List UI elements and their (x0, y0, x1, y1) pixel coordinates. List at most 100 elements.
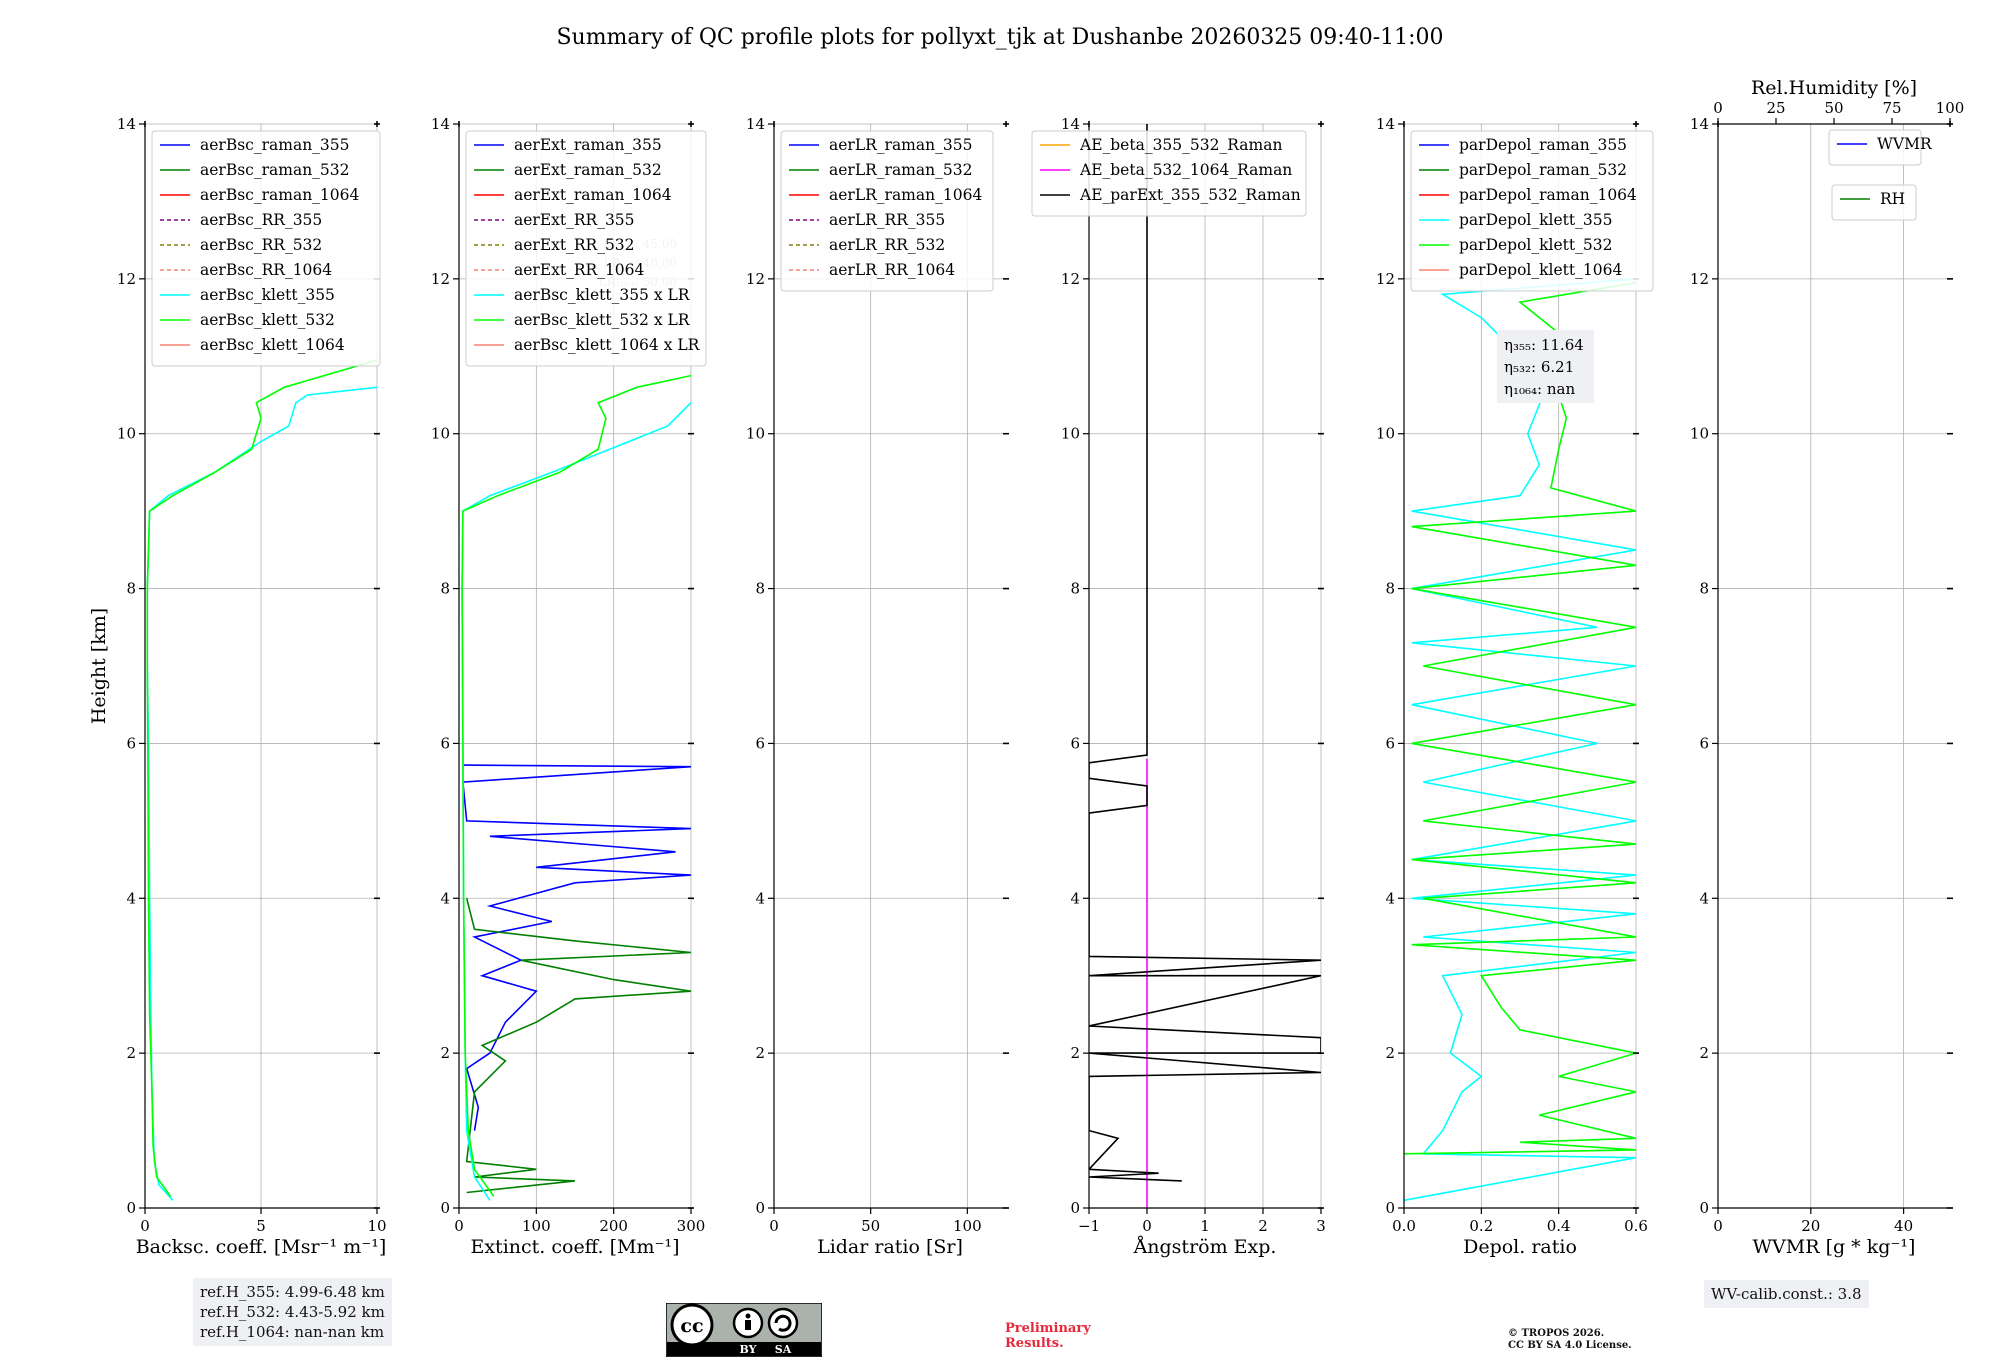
xlabel: Extinct. coeff. [Mm⁻¹] (470, 1236, 679, 1258)
ytick-label: 2 (440, 1044, 450, 1062)
legend-entry: aerBsc_klett_532 (200, 311, 335, 329)
legend-entry: parDepol_klett_1064 (1459, 261, 1622, 279)
legend-entry: aerExt_RR_532 (514, 236, 635, 254)
xtick-label: 50 (861, 1217, 880, 1235)
legend-entry: AE_parExt_355_532_Raman (1079, 186, 1301, 204)
xtick-label: 5 (256, 1217, 266, 1235)
reference-heights-box: ref.H_355: 4.99-6.48 km ref.H_532: 4.43-… (193, 1278, 392, 1346)
ytick-label: 4 (440, 889, 450, 907)
ref-height-1064: ref.H_1064: nan-nan km (200, 1323, 385, 1341)
ytick-label: 2 (126, 1044, 136, 1062)
ytick-label: 12 (1690, 270, 1709, 288)
ytick-label: 12 (117, 270, 136, 288)
preliminary-line-1: Preliminary (1005, 1321, 1091, 1336)
legend-entry: aerBsc_raman_532 (200, 161, 350, 179)
ytick-label: 8 (440, 580, 450, 598)
series-aerExt_raman_355 (462, 764, 691, 1131)
copyright-line-2: CC BY SA 4.0 License. (1508, 1340, 1632, 1351)
cc-license-badge[interactable]: cc BY SA (666, 1303, 822, 1357)
ref-height-355: ref.H_355: 4.99-6.48 km (200, 1283, 385, 1301)
legend-entry: aerExt_raman_1064 (514, 186, 672, 204)
ytick-label: 4 (1699, 889, 1709, 907)
legend-entry: parDepol_raman_532 (1459, 161, 1627, 179)
legend-entry: parDepol_raman_1064 (1459, 186, 1637, 204)
ytick-label: 2 (1070, 1044, 1080, 1062)
legend-entry: parDepol_klett_532 (1459, 236, 1612, 254)
series-aerBsc_klett_355 (146, 386, 377, 1201)
ytick-label: 14 (746, 115, 765, 133)
top-xtick-label: 0 (1713, 99, 1723, 117)
legend-entry: aerBsc_RR_1064 (200, 261, 332, 279)
legend-entry: aerBsc_klett_355 (200, 286, 335, 304)
ytick-label: 0 (1385, 1199, 1395, 1217)
ytick-label: 0 (440, 1199, 450, 1217)
xtick-label: 0 (1142, 1217, 1152, 1235)
xtick-label: 20 (1801, 1217, 1820, 1235)
ytick-label: 10 (746, 425, 765, 443)
legend-entry: WVMR (1877, 135, 1933, 153)
series-aerExt_raman_532 (465, 898, 691, 1194)
copyright-note: © TROPOS 2026. CC BY SA 4.0 License. (1508, 1328, 1632, 1352)
ytick-label: 0 (126, 1199, 136, 1217)
ytick-label: 8 (755, 580, 765, 598)
legend-entry: aerBsc_raman_355 (200, 136, 350, 154)
xtick-label: 200 (599, 1217, 628, 1235)
copyright-line-1: © TROPOS 2026. (1508, 1328, 1605, 1339)
ytick-label: 10 (431, 425, 450, 443)
top-xtick-label: 100 (1936, 99, 1965, 117)
legend-entry: aerExt_RR_355 (514, 211, 635, 229)
legend-entry: aerBsc_RR_532 (200, 236, 322, 254)
xtick-label: 3 (1316, 1217, 1326, 1235)
xlabel: Backsc. coeff. [Msr⁻¹ m⁻¹] (136, 1236, 387, 1258)
xtick-label: 0.2 (1469, 1217, 1493, 1235)
ytick-label: 6 (1070, 734, 1080, 752)
ytick-label: 10 (117, 425, 136, 443)
legend-entry: parDepol_raman_355 (1459, 136, 1627, 154)
ytick-label: 6 (1699, 734, 1709, 752)
legend-frame (1410, 130, 1654, 292)
legend-entry: aerBsc_klett_532 x LR (514, 311, 691, 329)
ref-height-532: ref.H_532: 4.43-5.92 km (200, 1303, 385, 1321)
figure-title: Summary of QC profile plots for pollyxt_… (556, 25, 1443, 50)
top-xtick-label: 25 (1766, 99, 1785, 117)
ytick-label: 12 (431, 270, 450, 288)
top-xlabel: Rel.Humidity [%] (1751, 77, 1917, 99)
legend-entry: aerLR_RR_1064 (829, 261, 955, 279)
ytick-label: 2 (755, 1044, 765, 1062)
xtick-label: 0.4 (1547, 1217, 1571, 1235)
top-xtick-label: 50 (1824, 99, 1843, 117)
xtick-label: 2 (1258, 1217, 1268, 1235)
xtick-label: 0.0 (1392, 1217, 1416, 1235)
ytick-label: 10 (1061, 425, 1080, 443)
series-aerBsc_klett_532 x LR (461, 374, 691, 1197)
legend-frame (151, 130, 381, 367)
preliminary-line-2: Results. (1005, 1336, 1064, 1351)
legend-entry: AE_beta_532_1064_Raman (1079, 161, 1292, 179)
legend-entry: aerExt_raman_355 (514, 136, 662, 154)
legend-entry: aerExt_raman_532 (514, 161, 662, 179)
ytick-label: 8 (1385, 580, 1395, 598)
xtick-label: 0 (1713, 1217, 1723, 1235)
xlabel: Depol. ratio (1463, 1236, 1577, 1258)
ytick-label: 12 (1376, 270, 1395, 288)
legend2-entry: RH (1880, 190, 1905, 208)
series-AE_parExt_355_532_Raman (1089, 124, 1321, 1182)
top-xtick-label: 75 (1882, 99, 1901, 117)
ytick-label: 8 (1699, 580, 1709, 598)
ytick-label: 6 (755, 734, 765, 752)
eta-annotation-line: η₃₅₅: 11.64 (1504, 336, 1584, 354)
ytick-label: 12 (1061, 270, 1080, 288)
eta-annotation-line: η₅₃₂: 6.21 (1504, 358, 1574, 376)
ytick-label: 14 (1690, 115, 1709, 133)
xtick-label: 100 (953, 1217, 982, 1235)
ytick-label: 12 (746, 270, 765, 288)
ytick-label: 10 (1376, 425, 1395, 443)
xtick-label: 100 (522, 1217, 551, 1235)
legend2-frame (1831, 184, 1917, 221)
xtick-label: 0.6 (1624, 1217, 1648, 1235)
xtick-label: 300 (677, 1217, 706, 1235)
ytick-label: 4 (126, 889, 136, 907)
legend-entry: parDepol_klett_355 (1459, 211, 1612, 229)
